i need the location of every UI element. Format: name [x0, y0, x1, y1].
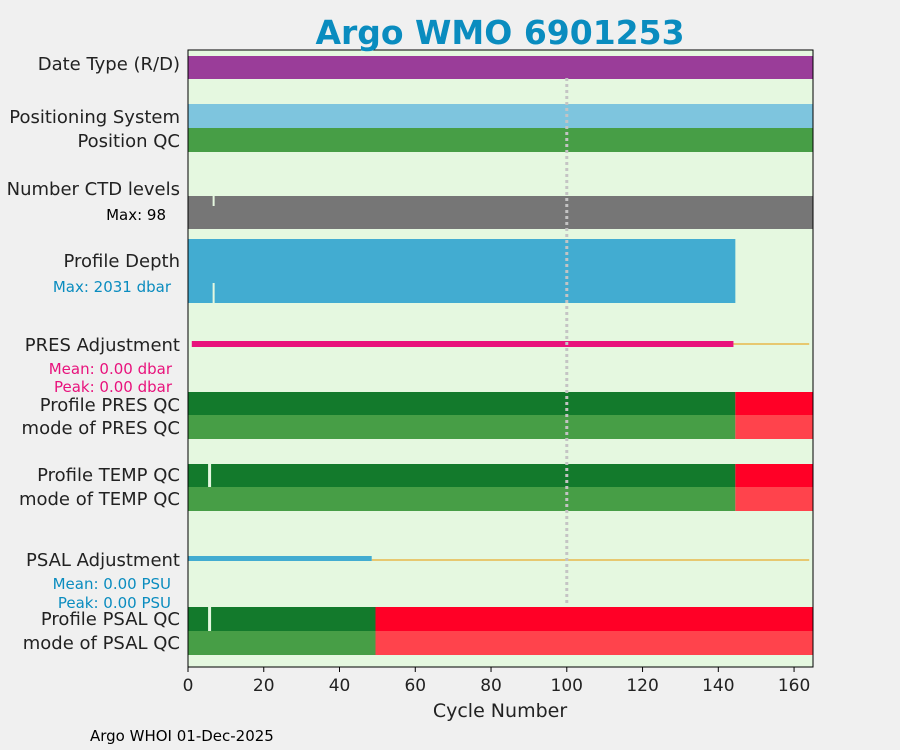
label-mode-pres-qc: mode of PRES QC — [22, 418, 180, 439]
bar-profile_psal_qc-bad — [375, 607, 813, 631]
bar-profile_pres_qc-good — [188, 392, 736, 415]
plot-background — [188, 50, 813, 667]
psal-adjust-peak: Peak: 0.00 PSU — [58, 594, 171, 612]
psal-qc-notch — [208, 607, 212, 631]
bar-mode_psal_qc-good — [188, 631, 376, 655]
pres-adjust-mean: Mean: 0.00 dbar — [49, 360, 173, 378]
label-psal-adjustment: PSAL Adjustment — [26, 550, 180, 571]
ctd-notch — [212, 196, 215, 206]
bar-pres-adjustment — [191, 341, 734, 347]
bar-mode_temp_qc-good — [188, 487, 736, 511]
chart-title: Argo WMO 6901253 — [315, 13, 684, 52]
bar-ctd-levels — [188, 196, 813, 229]
bar-positioning-system — [188, 104, 813, 128]
bar-profile_psal_qc-good — [188, 607, 376, 631]
bar-profile-depth — [188, 239, 736, 303]
x-tick-label: 160 — [778, 676, 810, 696]
psal-adjust-mean: Mean: 0.00 PSU — [53, 575, 171, 593]
bar-mode_temp_qc-bad — [735, 487, 813, 511]
x-tick-label: 140 — [702, 676, 734, 696]
x-axis-label: Cycle Number — [433, 700, 567, 722]
depth-notch — [212, 283, 215, 303]
label-profile-temp-qc: Profile TEMP QC — [37, 465, 180, 486]
label-mode-psal-qc: mode of PSAL QC — [23, 633, 180, 654]
label-profile-psal-qc: Profile PSAL QC — [41, 609, 180, 630]
bar-position-qc — [188, 128, 813, 152]
x-tick-label: 40 — [329, 676, 351, 696]
axes-frame — [187, 49, 814, 668]
label-ctd-levels: Number CTD levels — [7, 179, 180, 200]
label-mode-temp-qc: mode of TEMP QC — [19, 489, 180, 510]
bar-profile_pres_qc-bad — [735, 392, 813, 415]
label-date-type: Date Type (R/D) — [38, 54, 180, 75]
x-tick-label: 80 — [480, 676, 502, 696]
bar-mode_pres_qc-bad — [735, 415, 813, 439]
label-profile-pres-qc: Profile PRES QC — [40, 395, 180, 416]
footer-text: Argo WHOI 01-Dec-2025 — [90, 727, 274, 745]
bar-profile_temp_qc-good — [188, 464, 736, 487]
bar-mode_psal_qc-bad — [375, 631, 813, 655]
label-pres-adjustment: PRES Adjustment — [25, 335, 180, 356]
x-tick-label: 0 — [183, 676, 194, 696]
x-tick-label: 120 — [626, 676, 658, 696]
label-position-qc: Position QC — [77, 131, 180, 152]
x-tick-label: 20 — [253, 676, 275, 696]
bar-mode_pres_qc-good — [188, 415, 736, 439]
ctd-levels-max: Max: 98 — [106, 206, 166, 224]
label-positioning-system: Positioning System — [9, 107, 180, 128]
profile-depth-max: Max: 2031 dbar — [53, 278, 172, 296]
x-tick-label: 60 — [404, 676, 426, 696]
temp-qc-notch — [208, 464, 212, 487]
pres-adjust-peak: Peak: 0.00 dbar — [54, 378, 173, 396]
label-profile-depth: Profile Depth — [63, 251, 180, 272]
bar-psal-adjustment — [188, 556, 372, 561]
x-tick-label: 100 — [551, 676, 583, 696]
bar-profile_temp_qc-bad — [735, 464, 813, 487]
bar-date-type — [188, 56, 813, 79]
